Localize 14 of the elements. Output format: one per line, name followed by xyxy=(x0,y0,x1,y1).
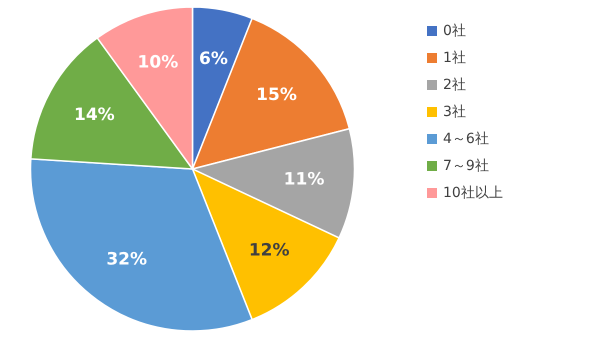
data-label: 32% xyxy=(106,250,148,270)
legend-label: 4～6社 xyxy=(443,131,489,147)
legend-label: 2社 xyxy=(443,77,466,93)
data-label: 6% xyxy=(199,48,228,69)
data-label: 12% xyxy=(248,240,290,261)
data-label: 15% xyxy=(256,84,297,105)
legend-label: 1社 xyxy=(443,50,466,66)
legend-label: 0社 xyxy=(443,23,466,39)
legend-label: 10社以上 xyxy=(443,185,503,201)
data-label: 14% xyxy=(74,105,115,126)
data-label: 11% xyxy=(284,170,324,190)
data-label: 10% xyxy=(138,52,178,72)
legend-label: 7～9社 xyxy=(443,158,489,174)
legend-label: 3社 xyxy=(443,104,466,120)
